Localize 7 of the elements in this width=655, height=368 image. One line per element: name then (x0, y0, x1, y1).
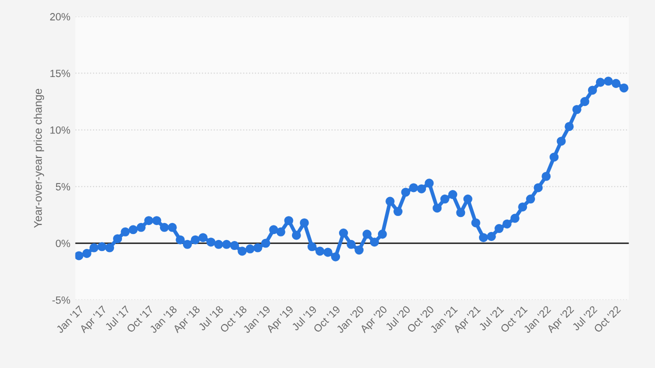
y-tick-label: 15% (50, 70, 70, 78)
y-axis-title: Year-over-year price change (34, 88, 44, 228)
y-tick-label: -5% (52, 296, 70, 304)
y-tick-label: 5% (56, 183, 70, 190)
y-tick-label: 0% (56, 240, 70, 248)
y-tick-label: 20% (50, 13, 70, 20)
y-tick-label: 10% (50, 126, 70, 134)
